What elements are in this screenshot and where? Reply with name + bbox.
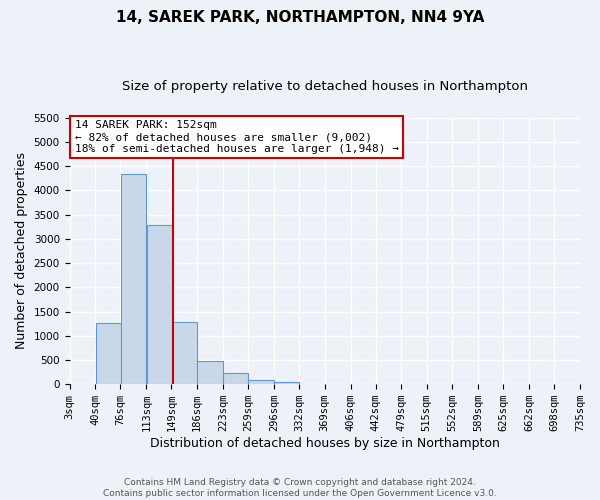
Bar xyxy=(197,361,223,384)
Y-axis label: Number of detached properties: Number of detached properties xyxy=(15,152,28,350)
Bar xyxy=(248,380,274,384)
Bar xyxy=(172,322,197,384)
Title: Size of property relative to detached houses in Northampton: Size of property relative to detached ho… xyxy=(122,80,528,93)
Text: Contains HM Land Registry data © Crown copyright and database right 2024.
Contai: Contains HM Land Registry data © Crown c… xyxy=(103,478,497,498)
Bar xyxy=(95,322,121,384)
Bar xyxy=(146,225,172,384)
X-axis label: Distribution of detached houses by size in Northampton: Distribution of detached houses by size … xyxy=(150,437,500,450)
Text: 14, SAREK PARK, NORTHAMPTON, NN4 9YA: 14, SAREK PARK, NORTHAMPTON, NN4 9YA xyxy=(116,10,484,25)
Bar xyxy=(274,382,299,384)
Text: 14 SAREK PARK: 152sqm
← 82% of detached houses are smaller (9,002)
18% of semi-d: 14 SAREK PARK: 152sqm ← 82% of detached … xyxy=(74,120,398,154)
Bar xyxy=(121,174,146,384)
Bar xyxy=(223,373,248,384)
